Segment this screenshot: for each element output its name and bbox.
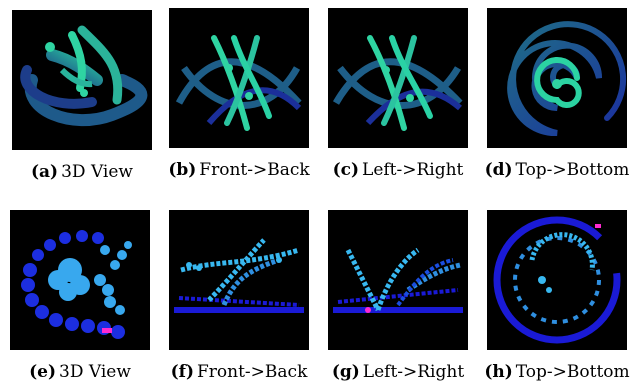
caption-a: (a) 3D View	[2, 162, 162, 182]
figure-e-3d-view	[10, 210, 150, 350]
caption-label: Top->Bottom	[515, 362, 630, 382]
caption-f: (f) Front->Back	[159, 362, 319, 382]
caption-tag: (h)	[484, 362, 513, 382]
caption-label: Front->Back	[199, 160, 310, 180]
figure-d-top-bottom	[487, 8, 627, 148]
caption-b: (b) Front->Back	[159, 160, 319, 180]
caption-tag: (d)	[484, 160, 513, 180]
caption-label: Front->Back	[197, 362, 308, 382]
caption-tag: (c)	[332, 160, 360, 180]
caption-tag: (a)	[31, 162, 59, 182]
caption-tag: (g)	[331, 362, 360, 382]
caption-label: 3D View	[61, 162, 133, 182]
caption-label: 3D View	[59, 362, 131, 382]
caption-e: (e) 3D View	[0, 362, 160, 382]
caption-label: Left->Right	[362, 160, 464, 180]
caption-label: Top->Bottom	[515, 160, 630, 180]
figure-c-left-right	[328, 8, 468, 148]
caption-g: (g) Left->Right	[318, 362, 478, 382]
figure-a-3d-view	[12, 10, 152, 150]
figure-b-front-back	[169, 8, 309, 148]
caption-tag: (b)	[168, 160, 197, 180]
caption-c: (c) Left->Right	[318, 160, 478, 180]
caption-d: (d) Top->Bottom	[477, 160, 637, 180]
caption-h: (h) Top->Bottom	[477, 362, 637, 382]
figure-f-front-back	[169, 210, 309, 350]
caption-tag: (f)	[170, 362, 194, 382]
figure-g-left-right	[328, 210, 468, 350]
caption-tag: (e)	[29, 362, 56, 382]
caption-label: Left->Right	[362, 362, 465, 382]
figure-h-top-bottom	[487, 210, 627, 350]
